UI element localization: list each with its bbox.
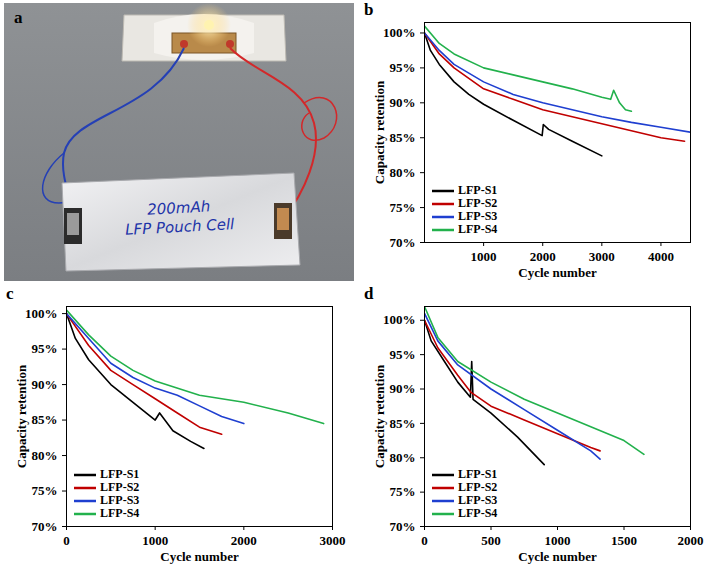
html-text:LFP-S3: LFP-S3 xyxy=(458,493,498,507)
svg-text:0: 0 xyxy=(63,533,70,548)
svg-text:0: 0 xyxy=(421,533,428,548)
svg-text:70%: 70% xyxy=(390,519,416,534)
svg-text:Cycle number: Cycle number xyxy=(518,265,597,280)
html-text:LFP-S4: LFP-S4 xyxy=(458,506,498,520)
svg-text:3000: 3000 xyxy=(589,249,615,264)
svg-text:1000: 1000 xyxy=(545,533,571,548)
svg-text:80%: 80% xyxy=(390,165,416,180)
html-text:LFP-S1: LFP-S1 xyxy=(100,467,140,481)
svg-text:200mAhLFP Pouch Cell: 200mAhLFP Pouch Cell xyxy=(124,196,236,239)
svg-text:Cycle number: Cycle number xyxy=(518,549,597,564)
svg-text:75%: 75% xyxy=(32,483,58,498)
svg-text:85%: 85% xyxy=(390,130,416,145)
svg-text:2000: 2000 xyxy=(678,533,704,548)
svg-text:75%: 75% xyxy=(390,200,416,215)
svg-text:Capacity retention: Capacity retention xyxy=(14,364,29,468)
svg-text:85%: 85% xyxy=(390,416,416,431)
svg-text:Cycle number: Cycle number xyxy=(160,549,239,564)
html-text:b: b xyxy=(364,0,374,19)
svg-text:100%: 100% xyxy=(383,312,416,327)
svg-text:500: 500 xyxy=(481,533,501,548)
svg-text:100%: 100% xyxy=(383,25,416,40)
html-text:LFP-S4: LFP-S4 xyxy=(100,506,140,520)
svg-text:Capacity retention: Capacity retention xyxy=(372,364,387,468)
svg-text:1000: 1000 xyxy=(142,533,168,548)
svg-text:1500: 1500 xyxy=(611,533,637,548)
svg-text:100%: 100% xyxy=(25,306,58,321)
svg-text:95%: 95% xyxy=(390,347,416,362)
html-text:LFP-S3: LFP-S3 xyxy=(100,493,140,507)
svg-text:90%: 90% xyxy=(390,95,416,110)
html-text:a: a xyxy=(14,8,23,27)
svg-text:90%: 90% xyxy=(390,381,416,396)
html-text:LFP-S4: LFP-S4 xyxy=(458,222,498,236)
svg-text:95%: 95% xyxy=(32,341,58,356)
svg-text:Capacity retention: Capacity retention xyxy=(372,80,387,184)
html-text:c: c xyxy=(6,284,14,303)
svg-text:1000: 1000 xyxy=(471,249,497,264)
html-text:LFP-S2: LFP-S2 xyxy=(458,480,498,494)
svg-text:2000: 2000 xyxy=(231,533,257,548)
svg-text:70%: 70% xyxy=(32,519,58,534)
html-text:d: d xyxy=(364,284,374,303)
svg-text:70%: 70% xyxy=(390,235,416,250)
svg-text:4000: 4000 xyxy=(648,249,674,264)
html-text:LFP-S2: LFP-S2 xyxy=(458,196,498,210)
svg-text:85%: 85% xyxy=(32,412,58,427)
svg-text:80%: 80% xyxy=(390,450,416,465)
svg-text:2000: 2000 xyxy=(530,249,556,264)
html-text:LFP-S3: LFP-S3 xyxy=(458,209,498,223)
html-text:LFP-S1: LFP-S1 xyxy=(458,467,498,481)
svg-text:3000: 3000 xyxy=(320,533,346,548)
html-text:LFP-S1: LFP-S1 xyxy=(458,183,498,197)
svg-text:75%: 75% xyxy=(390,484,416,499)
html-text:LFP-S2: LFP-S2 xyxy=(100,480,140,494)
svg-text:95%: 95% xyxy=(390,60,416,75)
svg-text:80%: 80% xyxy=(32,448,58,463)
svg-text:90%: 90% xyxy=(32,377,58,392)
